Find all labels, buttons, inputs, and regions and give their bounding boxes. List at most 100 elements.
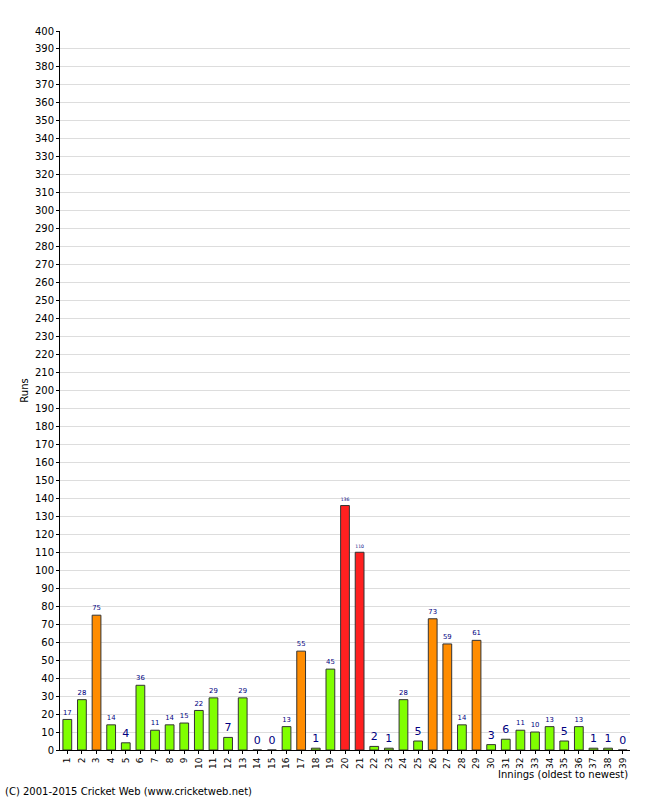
svg-text:1: 1 — [312, 732, 319, 745]
svg-text:29: 29 — [238, 687, 247, 695]
svg-text:330: 330 — [35, 151, 54, 162]
svg-text:20: 20 — [41, 709, 54, 720]
svg-text:(C) 2001-2015 Cricket Web (www: (C) 2001-2015 Cricket Web (www.cricketwe… — [5, 786, 252, 797]
svg-text:23: 23 — [384, 758, 394, 769]
svg-text:13: 13 — [282, 716, 291, 724]
svg-text:11: 11 — [208, 758, 218, 769]
svg-text:60: 60 — [41, 637, 54, 648]
svg-text:14: 14 — [107, 714, 116, 722]
svg-text:22: 22 — [194, 700, 203, 708]
svg-text:180: 180 — [35, 421, 54, 432]
svg-text:10: 10 — [194, 757, 204, 769]
svg-text:230: 230 — [35, 331, 54, 342]
svg-text:1: 1 — [385, 732, 392, 745]
svg-text:26: 26 — [428, 757, 438, 769]
svg-text:38: 38 — [603, 757, 613, 769]
svg-text:29: 29 — [209, 687, 218, 695]
svg-text:136: 136 — [341, 497, 350, 502]
svg-text:13: 13 — [238, 758, 248, 769]
svg-text:28: 28 — [78, 689, 87, 697]
svg-text:70: 70 — [41, 619, 54, 630]
svg-text:340: 340 — [35, 133, 54, 144]
svg-text:27: 27 — [442, 758, 452, 769]
svg-text:18: 18 — [311, 757, 321, 769]
svg-text:100: 100 — [35, 565, 54, 576]
svg-text:14: 14 — [252, 757, 262, 769]
svg-text:37: 37 — [588, 758, 598, 769]
svg-text:260: 260 — [35, 277, 54, 288]
svg-text:120: 120 — [35, 529, 54, 540]
svg-text:320: 320 — [35, 169, 54, 180]
svg-text:10: 10 — [531, 721, 540, 729]
svg-text:13: 13 — [545, 716, 554, 724]
svg-text:250: 250 — [35, 295, 54, 306]
svg-text:130: 130 — [35, 511, 54, 522]
svg-text:16: 16 — [281, 757, 291, 769]
svg-text:220: 220 — [35, 349, 54, 360]
svg-text:140: 140 — [35, 493, 54, 504]
svg-text:61: 61 — [472, 629, 481, 637]
svg-text:240: 240 — [35, 313, 54, 324]
svg-text:370: 370 — [35, 79, 54, 90]
svg-text:28: 28 — [457, 757, 467, 769]
svg-text:400: 400 — [35, 26, 54, 37]
svg-text:0: 0 — [254, 734, 261, 747]
svg-text:11: 11 — [516, 719, 525, 727]
svg-text:21: 21 — [355, 758, 365, 769]
svg-text:1: 1 — [605, 732, 612, 745]
svg-text:4: 4 — [122, 727, 129, 740]
svg-text:210: 210 — [35, 367, 54, 378]
svg-text:7: 7 — [225, 721, 232, 734]
svg-text:35: 35 — [559, 758, 569, 769]
svg-text:45: 45 — [326, 658, 335, 666]
svg-text:9: 9 — [179, 757, 189, 763]
svg-text:75: 75 — [92, 604, 101, 612]
svg-text:28: 28 — [399, 689, 408, 697]
svg-text:Innings (oldest to newest): Innings (oldest to newest) — [498, 769, 628, 780]
svg-text:170: 170 — [35, 439, 54, 450]
svg-text:19: 19 — [325, 757, 335, 769]
svg-text:300: 300 — [35, 205, 54, 216]
svg-text:14: 14 — [458, 714, 467, 722]
svg-text:32: 32 — [515, 758, 525, 769]
svg-text:40: 40 — [41, 673, 54, 684]
svg-text:17: 17 — [296, 758, 306, 769]
svg-text:30: 30 — [41, 691, 54, 702]
svg-text:290: 290 — [35, 223, 54, 234]
svg-text:36: 36 — [136, 674, 145, 682]
svg-text:30: 30 — [486, 757, 496, 769]
svg-text:190: 190 — [35, 403, 54, 414]
svg-text:380: 380 — [35, 61, 54, 72]
svg-text:50: 50 — [41, 655, 54, 666]
svg-text:22: 22 — [369, 758, 379, 769]
svg-text:31: 31 — [501, 758, 511, 769]
svg-text:33: 33 — [530, 758, 540, 769]
svg-text:12: 12 — [223, 758, 233, 769]
svg-text:5: 5 — [561, 725, 568, 738]
svg-text:350: 350 — [35, 115, 54, 126]
svg-text:3: 3 — [91, 758, 101, 764]
svg-text:6: 6 — [502, 723, 509, 736]
svg-text:270: 270 — [35, 259, 54, 270]
svg-text:1: 1 — [62, 758, 72, 764]
svg-text:36: 36 — [574, 757, 584, 769]
svg-text:2: 2 — [371, 730, 378, 743]
svg-text:24: 24 — [398, 757, 408, 769]
svg-text:1: 1 — [590, 732, 597, 745]
svg-text:13: 13 — [574, 716, 583, 724]
svg-text:8: 8 — [165, 757, 175, 763]
svg-text:5: 5 — [415, 725, 422, 738]
svg-text:150: 150 — [35, 475, 54, 486]
svg-text:200: 200 — [35, 385, 54, 396]
svg-text:59: 59 — [443, 633, 452, 641]
svg-text:7: 7 — [150, 758, 160, 764]
svg-text:4: 4 — [106, 757, 116, 763]
svg-text:110: 110 — [35, 547, 54, 558]
svg-text:0: 0 — [268, 734, 275, 747]
svg-text:90: 90 — [41, 583, 54, 594]
svg-text:17: 17 — [63, 709, 72, 717]
svg-text:10: 10 — [41, 727, 54, 738]
svg-text:3: 3 — [488, 729, 495, 742]
svg-text:310: 310 — [35, 187, 54, 198]
svg-text:15: 15 — [180, 712, 189, 720]
